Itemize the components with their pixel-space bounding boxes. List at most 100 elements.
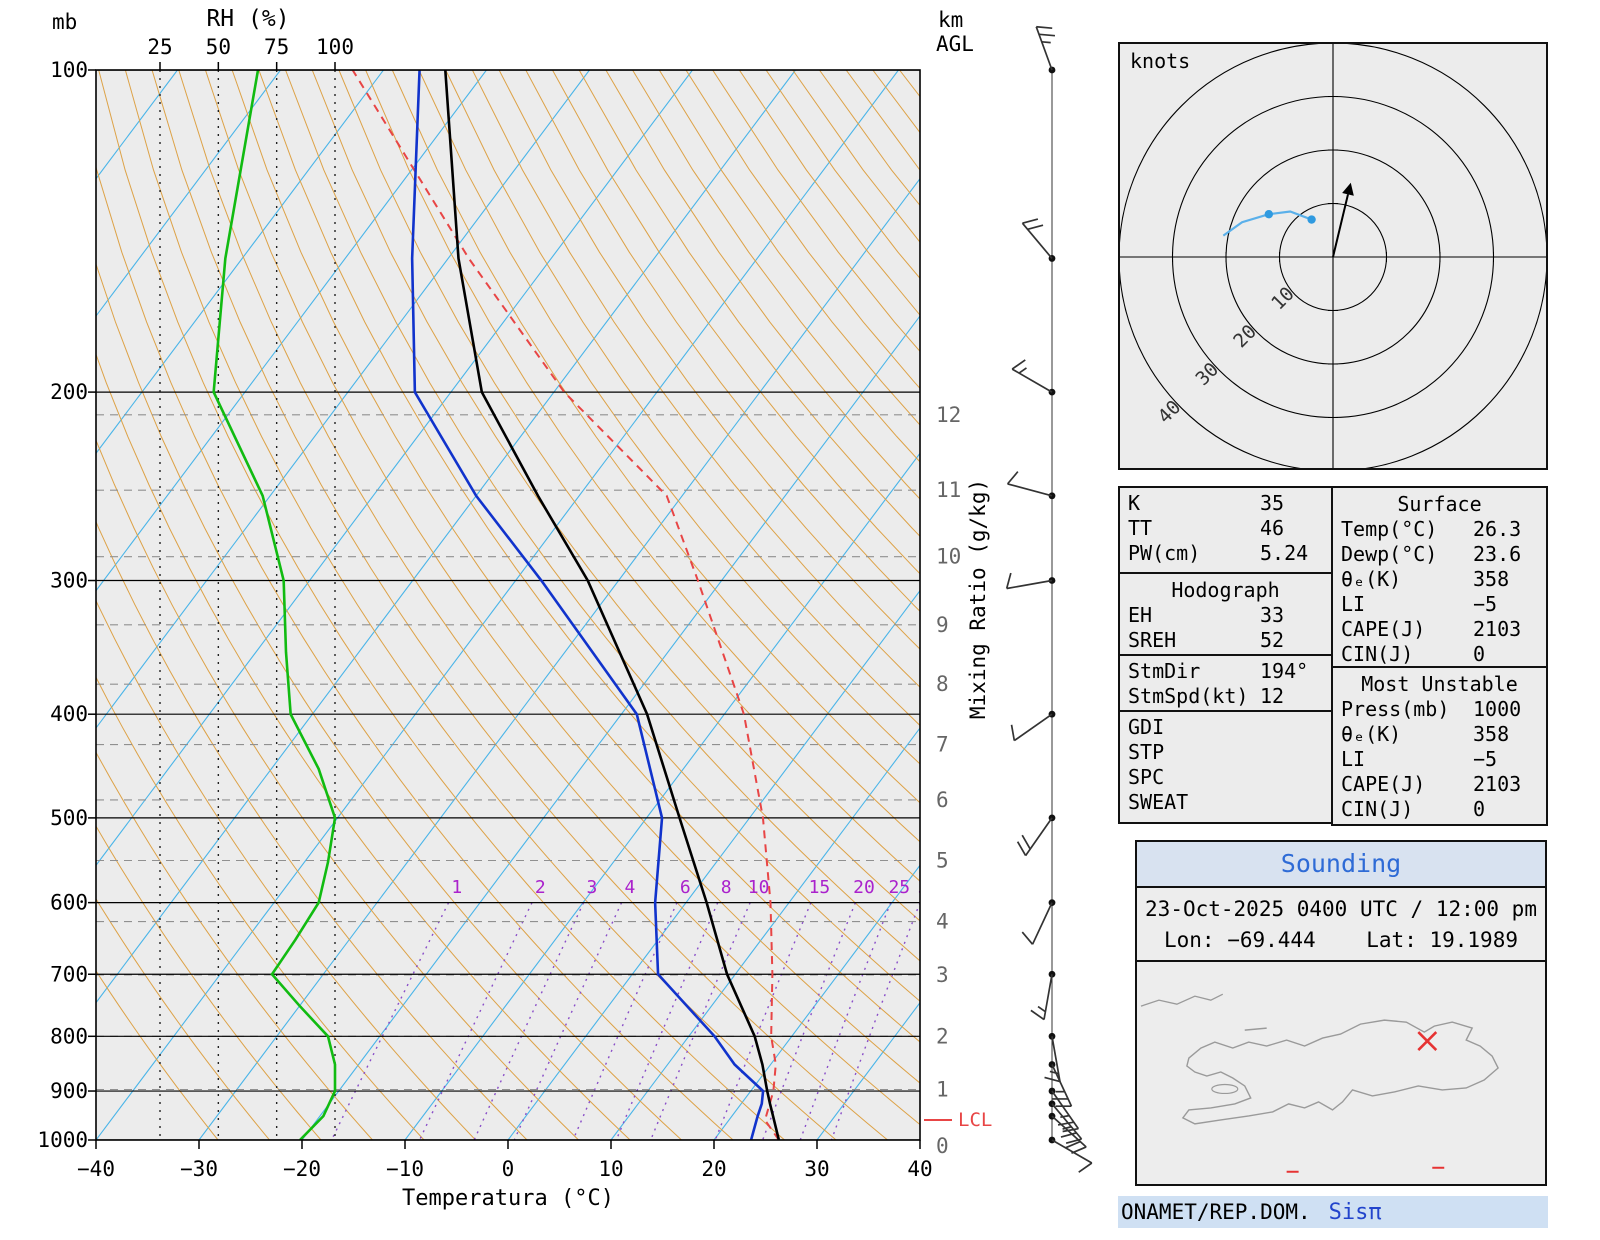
- stat-row: LI−5: [1341, 592, 1546, 617]
- stat-label: CIN(J): [1341, 797, 1473, 822]
- sounding-info-panel: Sounding 23-Oct-2025 0400 UTC / 12:00 pm…: [1135, 840, 1547, 1186]
- svg-text:12: 12: [936, 403, 961, 427]
- stat-value: [1260, 790, 1331, 815]
- hispaniola-outline: [1183, 1020, 1498, 1124]
- panel-title: Hodograph: [1128, 577, 1331, 603]
- stat-label: LI: [1341, 747, 1473, 772]
- svg-text:15: 15: [809, 877, 831, 898]
- sounding-location-marker: [1418, 1032, 1436, 1050]
- stat-label: STP: [1128, 740, 1260, 765]
- stat-label: CAPE(J): [1341, 772, 1473, 797]
- stat-value: 33: [1260, 603, 1331, 628]
- footer-app-logo: Sisπ: [1329, 1200, 1382, 1225]
- gonave-island: [1212, 1084, 1238, 1093]
- svg-text:6: 6: [936, 788, 949, 812]
- stat-label: SREH: [1128, 628, 1260, 653]
- stat-label: Press(mb): [1341, 697, 1473, 722]
- svg-text:100: 100: [316, 35, 354, 59]
- temperature-axis-label: Temperatura (°C): [300, 1186, 716, 1211]
- lcl-label: LCL: [958, 1109, 992, 1131]
- svg-text:8: 8: [721, 877, 732, 898]
- stat-value: 52: [1260, 628, 1331, 653]
- svg-text:30: 30: [918, 877, 940, 898]
- panel-title: Surface: [1341, 491, 1546, 517]
- stat-label: Temp(°C): [1341, 517, 1473, 542]
- svg-text:40: 40: [907, 1157, 932, 1181]
- stat-value: 35: [1260, 491, 1331, 516]
- wind-barbs: [1007, 27, 1092, 1172]
- stat-row: Dewp(°C)23.6: [1341, 542, 1546, 567]
- height-axis-agl-label: AGL: [936, 32, 974, 56]
- svg-text:10: 10: [936, 545, 961, 569]
- footer-bar: ONAMET/REP.DOM. Sisπ: [1118, 1196, 1548, 1228]
- svg-text:300: 300: [50, 569, 88, 593]
- svg-text:700: 700: [50, 962, 88, 986]
- stat-label: θₑ(K): [1341, 567, 1473, 592]
- stat-value: 0: [1473, 642, 1546, 667]
- svg-text:6: 6: [680, 877, 691, 898]
- stat-value: 46: [1260, 516, 1331, 541]
- svg-text:30: 30: [1191, 358, 1223, 390]
- pressure-axis-unit-label: mb: [52, 10, 77, 34]
- svg-text:1: 1: [451, 877, 462, 898]
- stat-value: 5.24: [1260, 541, 1331, 566]
- svg-text:900: 900: [50, 1079, 88, 1103]
- stat-row: PW(cm)5.24: [1128, 541, 1331, 566]
- stat-value: −5: [1473, 747, 1546, 772]
- mixing-ratio-axis-label: Mixing Ratio (g/kg): [966, 464, 990, 734]
- svg-text:75: 75: [264, 35, 289, 59]
- stat-label: StmDir: [1128, 659, 1260, 684]
- svg-text:−10: −10: [386, 1157, 424, 1181]
- stat-value: 12: [1260, 684, 1331, 709]
- sounding-location: Lon: −69.444 Lat: 19.1989: [1137, 926, 1545, 955]
- svg-text:100: 100: [50, 58, 88, 82]
- stat-label: CAPE(J): [1341, 617, 1473, 642]
- stat-row: STP: [1128, 740, 1331, 765]
- svg-text:2: 2: [936, 1024, 949, 1048]
- stat-value: 1000: [1473, 697, 1546, 722]
- svg-text:−30: −30: [180, 1157, 218, 1181]
- svg-text:40: 40: [1154, 396, 1186, 428]
- stat-row: CIN(J)0: [1341, 642, 1546, 667]
- svg-text:5: 5: [936, 848, 949, 872]
- panel-title: Most Unstable: [1341, 671, 1546, 697]
- svg-text:4: 4: [624, 877, 635, 898]
- stat-label: StmSpd(kt): [1128, 684, 1260, 709]
- stat-value: −5: [1473, 592, 1546, 617]
- svg-text:200: 200: [50, 380, 88, 404]
- stat-value: 358: [1473, 567, 1546, 592]
- most-unstable-panel: Most Unstable Press(mb)1000 θₑ(K)358 LI−…: [1331, 666, 1548, 826]
- svg-text:0: 0: [502, 1157, 515, 1181]
- svg-text:25: 25: [147, 35, 172, 59]
- svg-text:0: 0: [936, 1134, 949, 1158]
- stat-row: GDI: [1128, 715, 1331, 740]
- stat-row: SPC: [1128, 765, 1331, 790]
- stat-label: K: [1128, 491, 1260, 516]
- stat-label: SPC: [1128, 765, 1260, 790]
- stat-value: 358: [1473, 722, 1546, 747]
- stat-label: PW(cm): [1128, 541, 1260, 566]
- sounding-title: Sounding: [1137, 842, 1545, 888]
- stat-row: θₑ(K)358: [1341, 567, 1546, 592]
- svg-text:600: 600: [50, 891, 88, 915]
- stat-row: CAPE(J)2103: [1341, 772, 1546, 797]
- extra-indices-panel: GDI STP SPC SWEAT: [1118, 710, 1333, 824]
- hodograph-units-label: knots: [1130, 49, 1190, 73]
- stat-label: LI: [1341, 592, 1473, 617]
- svg-text:−20: −20: [283, 1157, 321, 1181]
- tortuga-island: [1245, 1028, 1267, 1030]
- sounding-datetime-block: 23-Oct-2025 0400 UTC / 12:00 pm Lon: −69…: [1137, 888, 1545, 962]
- stat-label: EH: [1128, 603, 1260, 628]
- map-svg: [1137, 962, 1545, 1180]
- svg-text:1: 1: [936, 1077, 949, 1101]
- cuba-coastline: [1141, 994, 1223, 1006]
- stat-value: [1260, 715, 1331, 740]
- svg-text:10: 10: [598, 1157, 623, 1181]
- svg-text:20: 20: [853, 877, 875, 898]
